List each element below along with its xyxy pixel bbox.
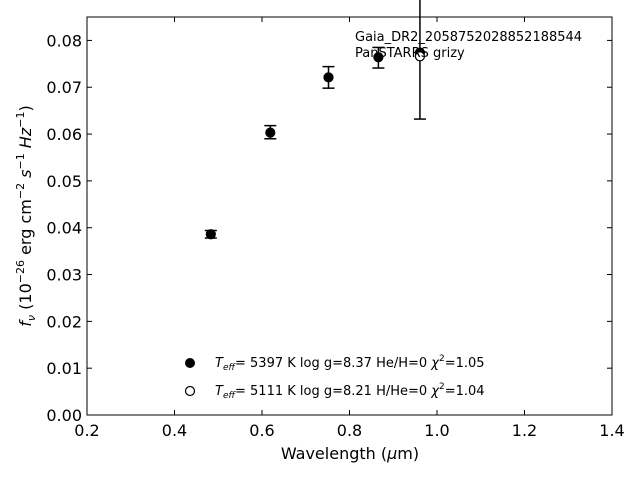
legend-entry-1: Teff= 5397 K log g=8.37 He/H=0 χ2=1.05 bbox=[215, 354, 485, 373]
y-tick-label: 0.06 bbox=[46, 125, 82, 144]
legend-marker-filled bbox=[185, 358, 195, 368]
data-point-filled bbox=[205, 229, 216, 240]
x-tick-label: 0.6 bbox=[249, 421, 274, 440]
x-tick-label: 1.0 bbox=[424, 421, 449, 440]
x-tick-label: 0.4 bbox=[162, 421, 187, 440]
x-tick-label: 0.2 bbox=[74, 421, 99, 440]
data-point-filled bbox=[373, 52, 384, 63]
legend-marker-open bbox=[184, 385, 196, 397]
x-tick-label: 0.8 bbox=[337, 421, 362, 440]
axis-ticks: 0.2 0.4 0.6 0.8 1.0 1.2 1.4 0.00 0.01 0.02 0.03 0.0… bbox=[46, 17, 625, 440]
x-axis-label: Wavelength (μm) bbox=[281, 444, 419, 463]
y-tick-label: 0.02 bbox=[46, 312, 82, 331]
y-tick-label: 0.04 bbox=[46, 219, 82, 238]
annotation-line-1: Gaia_DR2_2058752028852188544 bbox=[355, 30, 582, 45]
y-tick-label: 0.08 bbox=[46, 31, 82, 50]
annotation-line-2: PanSTARRS grizy bbox=[355, 46, 465, 61]
y-tick-label: 0.01 bbox=[46, 359, 82, 378]
y-tick-label: 0.05 bbox=[46, 172, 82, 191]
x-tick-label: 1.2 bbox=[512, 421, 537, 440]
y-tick-label: 0.00 bbox=[46, 406, 82, 425]
x-tick-label: 1.4 bbox=[599, 421, 624, 440]
legend: Teff= 5397 K log g=8.37 He/H=0 χ2=1.05 T… bbox=[184, 354, 485, 401]
legend-entry-2: Teff= 5111 K log g=8.21 H/He=0 χ2=1.04 bbox=[215, 382, 485, 401]
y-axis-label: fν (10−26 erg cm−2 s−1 Hz−1) bbox=[14, 105, 38, 326]
data-point-open bbox=[414, 51, 426, 62]
y-tick-label: 0.03 bbox=[46, 266, 82, 285]
y-tick-label: 0.07 bbox=[46, 78, 82, 97]
data-point-filled bbox=[323, 72, 334, 83]
data-markers bbox=[205, 47, 426, 240]
data-point-filled bbox=[265, 127, 276, 138]
